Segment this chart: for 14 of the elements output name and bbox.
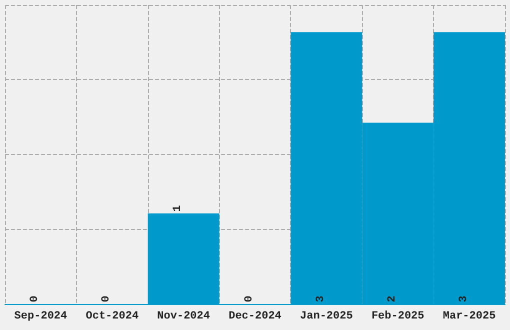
x-tick-label: Mar-2025 [442,310,496,322]
x-tick-label: Oct-2024 [86,310,139,322]
x-tick-label: Sep-2024 [14,310,68,322]
data-label: 1 [172,204,184,212]
x-tick-label: Nov-2024 [157,310,210,322]
x-tick-label: Jan-2025 [300,310,354,322]
data-label: 0 [100,296,113,302]
data-label: 0 [244,296,256,302]
data-label: 3 [314,295,327,302]
data-label: 3 [458,295,470,302]
x-tick-label: Dec-2024 [228,310,282,322]
x-tick-label: Feb-2025 [371,310,425,322]
data-label: 2 [386,296,398,302]
data-label: 0 [29,296,42,302]
